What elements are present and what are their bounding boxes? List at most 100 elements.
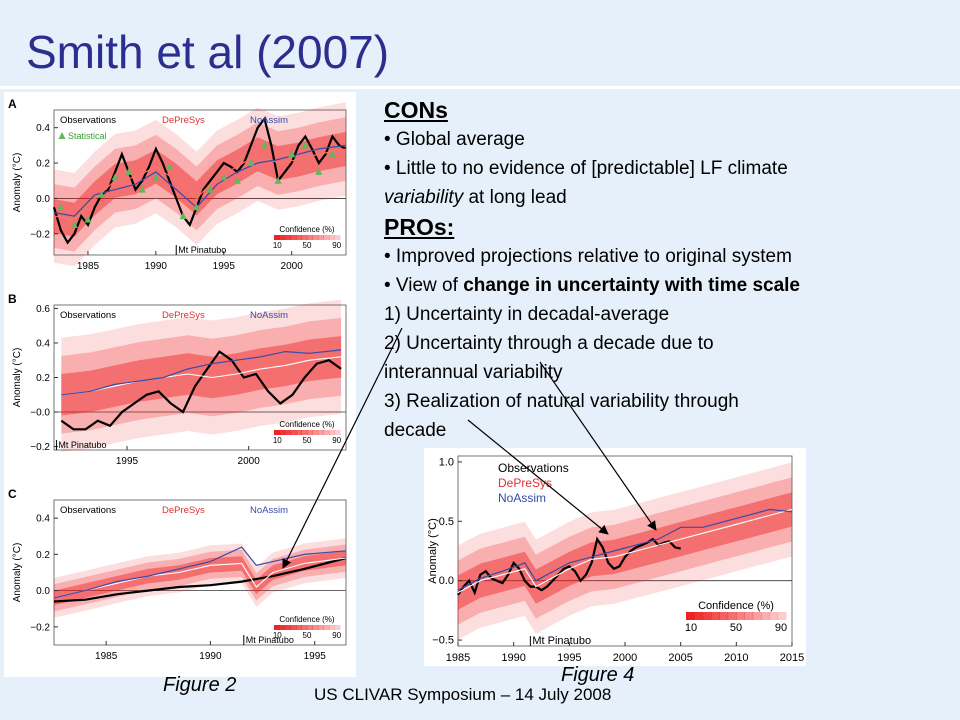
legend-noassim: NoAssim (250, 505, 288, 516)
cons-item-2b-italic: variability (384, 187, 464, 208)
figure-2: A 1985 1990 1995 2000 −0.2 0.0 0.2 0.4 Anomaly (°… (4, 92, 356, 677)
legend-statistical-marker (58, 132, 66, 139)
pros-item-1: • Improved projections relative to origi… (384, 246, 792, 267)
pros-heading: PROs: (384, 214, 455, 240)
statistical-point (138, 185, 146, 193)
statistical-point (220, 173, 228, 181)
x-tick-label: 1995 (116, 456, 139, 467)
y-tick-label: 0.0 (36, 194, 50, 205)
confidence-band-1 (458, 477, 792, 625)
y-tick-label: 0.2 (36, 159, 50, 170)
confidence-legend-swatch (296, 625, 302, 630)
confidence-legend-swatch (686, 612, 695, 620)
numbered-item-3b: decade (384, 420, 447, 441)
statistical-point (193, 203, 201, 211)
x-tick-label: 1995 (557, 652, 581, 664)
numbered-item-2b: interannual variability (384, 362, 563, 383)
cons-item-2b-rest: at long lead (463, 187, 567, 208)
legend-depresys: DePreSys (162, 115, 205, 126)
statistical-point (165, 162, 173, 170)
confidence-tick-label: 10 (685, 622, 697, 634)
confidence-legend-swatch (274, 235, 280, 240)
legend-observations: Observations (60, 310, 116, 321)
confidence-legend-swatch (727, 612, 737, 620)
confidence-tick-label: 10 (273, 631, 282, 640)
confidence-legend-swatch (279, 235, 286, 240)
x-tick-label: 2010 (724, 652, 748, 664)
statistical-point (301, 141, 309, 149)
legend-noassim: NoAssim (498, 491, 546, 505)
confidence-legend-swatch (274, 430, 280, 435)
confidence-legend-swatch (307, 430, 313, 435)
confidence-legend-swatch (761, 612, 770, 620)
cons-heading: CONs (384, 97, 448, 123)
y-tick-label: 0.5 (439, 516, 454, 528)
series-line-noassim (457, 508, 793, 591)
confidence-legend-swatch (274, 625, 280, 630)
pinatubo-label: Mt Pinatubo (246, 635, 294, 645)
title-divider (0, 86, 960, 89)
confidence-tick-label: 50 (303, 436, 312, 445)
y-axis-label: Anomaly (°C) (12, 153, 23, 213)
statistical-point (274, 176, 282, 184)
confidence-legend-swatch (312, 625, 319, 630)
statistical-point (70, 220, 78, 228)
y-tick-label: 0.0 (36, 586, 50, 597)
pinatubo-label: Mt Pinatubo (58, 440, 106, 450)
confidence-tick-label: 50 (303, 631, 312, 640)
confidence-legend-swatch (279, 430, 286, 435)
legend-depresys: DePreSys (162, 310, 205, 321)
legend-observations: Observations (498, 461, 569, 475)
y-tick-label: 1.0 (439, 456, 454, 468)
confidence-legend-swatch (301, 430, 308, 435)
confidence-tick-label: 90 (332, 631, 341, 640)
panel-letter: A (8, 97, 17, 111)
statistical-point (98, 190, 106, 198)
confidence-tick-label: 90 (332, 241, 341, 250)
statistical-point (233, 176, 241, 184)
statistical-point (111, 173, 119, 181)
confidence-legend-swatch (290, 625, 297, 630)
confidence-legend-swatch (752, 612, 762, 620)
y-tick-label: 0.2 (36, 373, 50, 384)
confidence-legend-swatch (777, 612, 787, 620)
panel-letter: C (8, 487, 17, 501)
y-tick-label: 0.0 (439, 575, 454, 587)
bullet-text: CONs • Global average • Little to no evi… (384, 95, 924, 445)
x-tick-label: 1990 (501, 652, 525, 664)
legend-observations: Observations (60, 505, 116, 516)
statistical-point (288, 150, 296, 158)
x-tick-label: 1985 (77, 261, 100, 272)
statistical-point (261, 141, 269, 149)
confidence-legend-swatch (744, 612, 754, 620)
numbered-item-2a: 2) Uncertainty through a decade due to (384, 333, 714, 354)
confidence-tick-label: 90 (775, 622, 787, 634)
statistical-point (206, 185, 214, 193)
x-tick-label: 1985 (95, 651, 118, 662)
statistical-point (328, 150, 336, 158)
confidence-legend-swatch (702, 612, 712, 620)
confidence-legend-swatch (285, 625, 291, 630)
pinatubo-label: Mt Pinatubo (532, 635, 591, 647)
confidence-legend-swatch (318, 235, 324, 240)
confidence-tick-label: 50 (303, 241, 312, 250)
legend-depresys: DePreSys (162, 505, 205, 516)
figure-4-caption: Figure 4 (561, 664, 635, 686)
confidence-tick-label: 10 (273, 436, 282, 445)
figure-2-caption: Figure 2 (163, 674, 237, 696)
confidence-legend-swatch (769, 612, 779, 620)
legend-noassim: NoAssim (250, 310, 288, 321)
cons-item-2a: • Little to no evidence of [predictable]… (384, 158, 788, 179)
cons-item-1: • Global average (384, 129, 525, 150)
chart-panel-a: A 1985 1990 1995 2000 −0.2 0.0 0.2 0.4 Anomaly (°… (8, 97, 347, 272)
statistical-point (57, 203, 65, 211)
confidence-legend-swatch (719, 612, 729, 620)
x-tick-label: 2000 (281, 261, 304, 272)
confidence-band-0 (458, 462, 792, 640)
series-line-observations (457, 536, 681, 596)
x-tick-label: 1995 (213, 261, 236, 272)
confidence-legend-swatch (323, 625, 330, 630)
y-axis-label: Anomaly (°C) (12, 348, 23, 408)
statistical-point (179, 212, 187, 220)
confidence-legend-swatch (296, 235, 302, 240)
